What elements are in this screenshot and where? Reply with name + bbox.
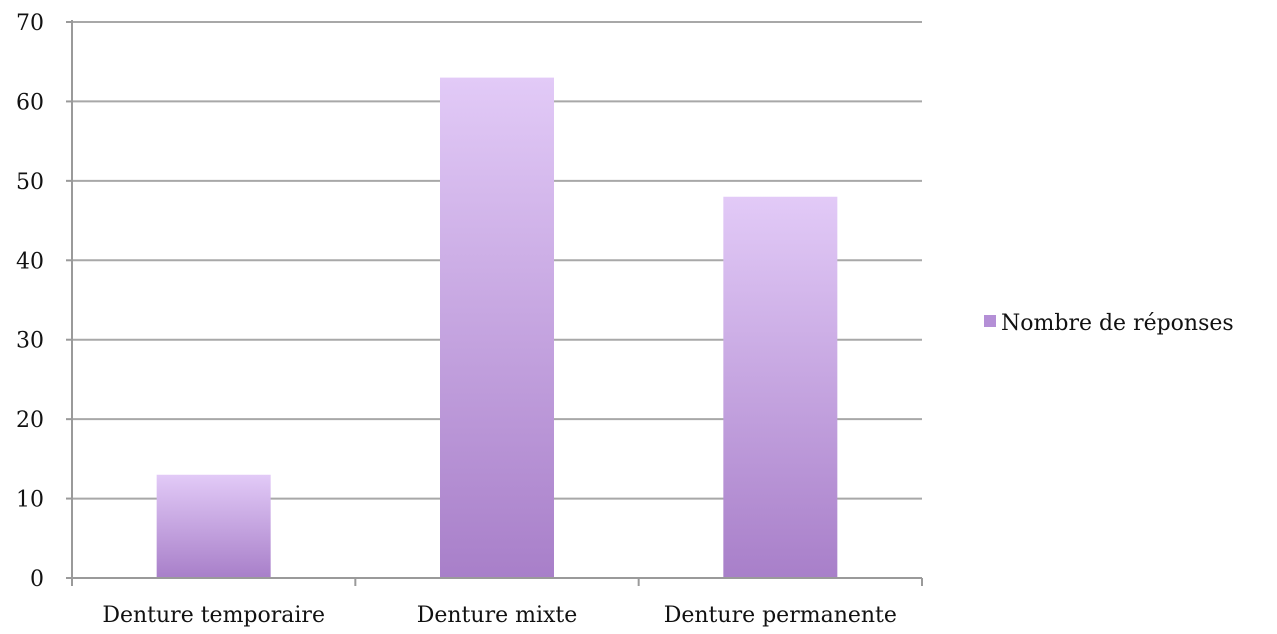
legend: Nombre de réponses: [984, 311, 1234, 336]
y-tick-labels: 0 10 20 30 40 50 60 70: [16, 11, 44, 592]
x-category-label: Denture temporaire: [102, 603, 325, 628]
y-tick-label: 50: [16, 170, 44, 195]
y-tick-label: 60: [16, 90, 44, 115]
legend-swatch: [984, 315, 996, 327]
bars: [156, 77, 838, 578]
x-category-label: Denture permanente: [664, 603, 897, 628]
bar: [156, 474, 271, 578]
legend-label: Nombre de réponses: [1001, 311, 1234, 336]
y-tick-label: 30: [16, 329, 44, 354]
x-category-labels: Denture temporaire Denture mixte Denture p…: [102, 603, 897, 628]
bar: [723, 196, 838, 578]
axes: [66, 20, 923, 586]
x-category-label: Denture mixte: [417, 603, 578, 628]
bar: [440, 77, 554, 578]
y-tick-label: 40: [16, 249, 44, 274]
y-tick-label: 0: [30, 567, 44, 592]
y-tick-label: 20: [16, 408, 44, 433]
y-tick-label: 70: [16, 11, 44, 36]
y-tick-label: 10: [16, 488, 44, 513]
